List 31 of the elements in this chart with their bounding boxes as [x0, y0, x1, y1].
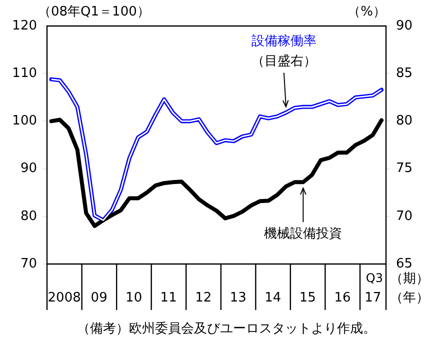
x-tick-label: 13: [230, 290, 246, 306]
x-tick-label: 11: [160, 290, 177, 306]
y-tick-label: 70: [20, 256, 37, 272]
annotation: （目盛右）: [251, 54, 316, 70]
text: （期）: [390, 271, 424, 286]
y-axis-title: （08年Q1＝100）: [38, 4, 150, 20]
x-tick-label: 12: [195, 290, 212, 306]
x-tick-label: 14: [264, 290, 282, 306]
y2-tick-label: 85: [396, 66, 413, 81]
x-tick-label: 17: [364, 290, 382, 306]
y-tick-label: 100: [12, 114, 37, 129]
y-tick-label: 110: [12, 66, 37, 81]
y-tick-label: 80: [20, 208, 37, 224]
y2-tick-label: 80: [396, 114, 413, 129]
text: 設備稼働率: [251, 33, 316, 50]
y2-tick-label: 90: [396, 18, 413, 34]
y2-tick-label: 70: [396, 208, 413, 224]
x-axis-title: （年）: [390, 290, 424, 306]
y-tick-label: 90: [20, 161, 37, 176]
x-tick-label: 15: [299, 290, 316, 306]
text: Q3: [366, 271, 383, 286]
x-tick-label: 10: [126, 290, 142, 306]
y-tick-label: 120: [12, 18, 37, 34]
y2-axis-title: （%）: [348, 4, 386, 20]
series-label: 機械設備投資: [264, 226, 342, 242]
x-tick-label: 2008: [48, 290, 81, 306]
x-tick-label: 16: [334, 290, 351, 306]
y2-tick-label: 65: [396, 256, 413, 272]
y2-tick-label: 75: [396, 161, 413, 176]
x-tick-label: 09: [90, 290, 108, 306]
text: （備考）欧州委員会及びユーロスタットより作成。: [77, 321, 376, 336]
